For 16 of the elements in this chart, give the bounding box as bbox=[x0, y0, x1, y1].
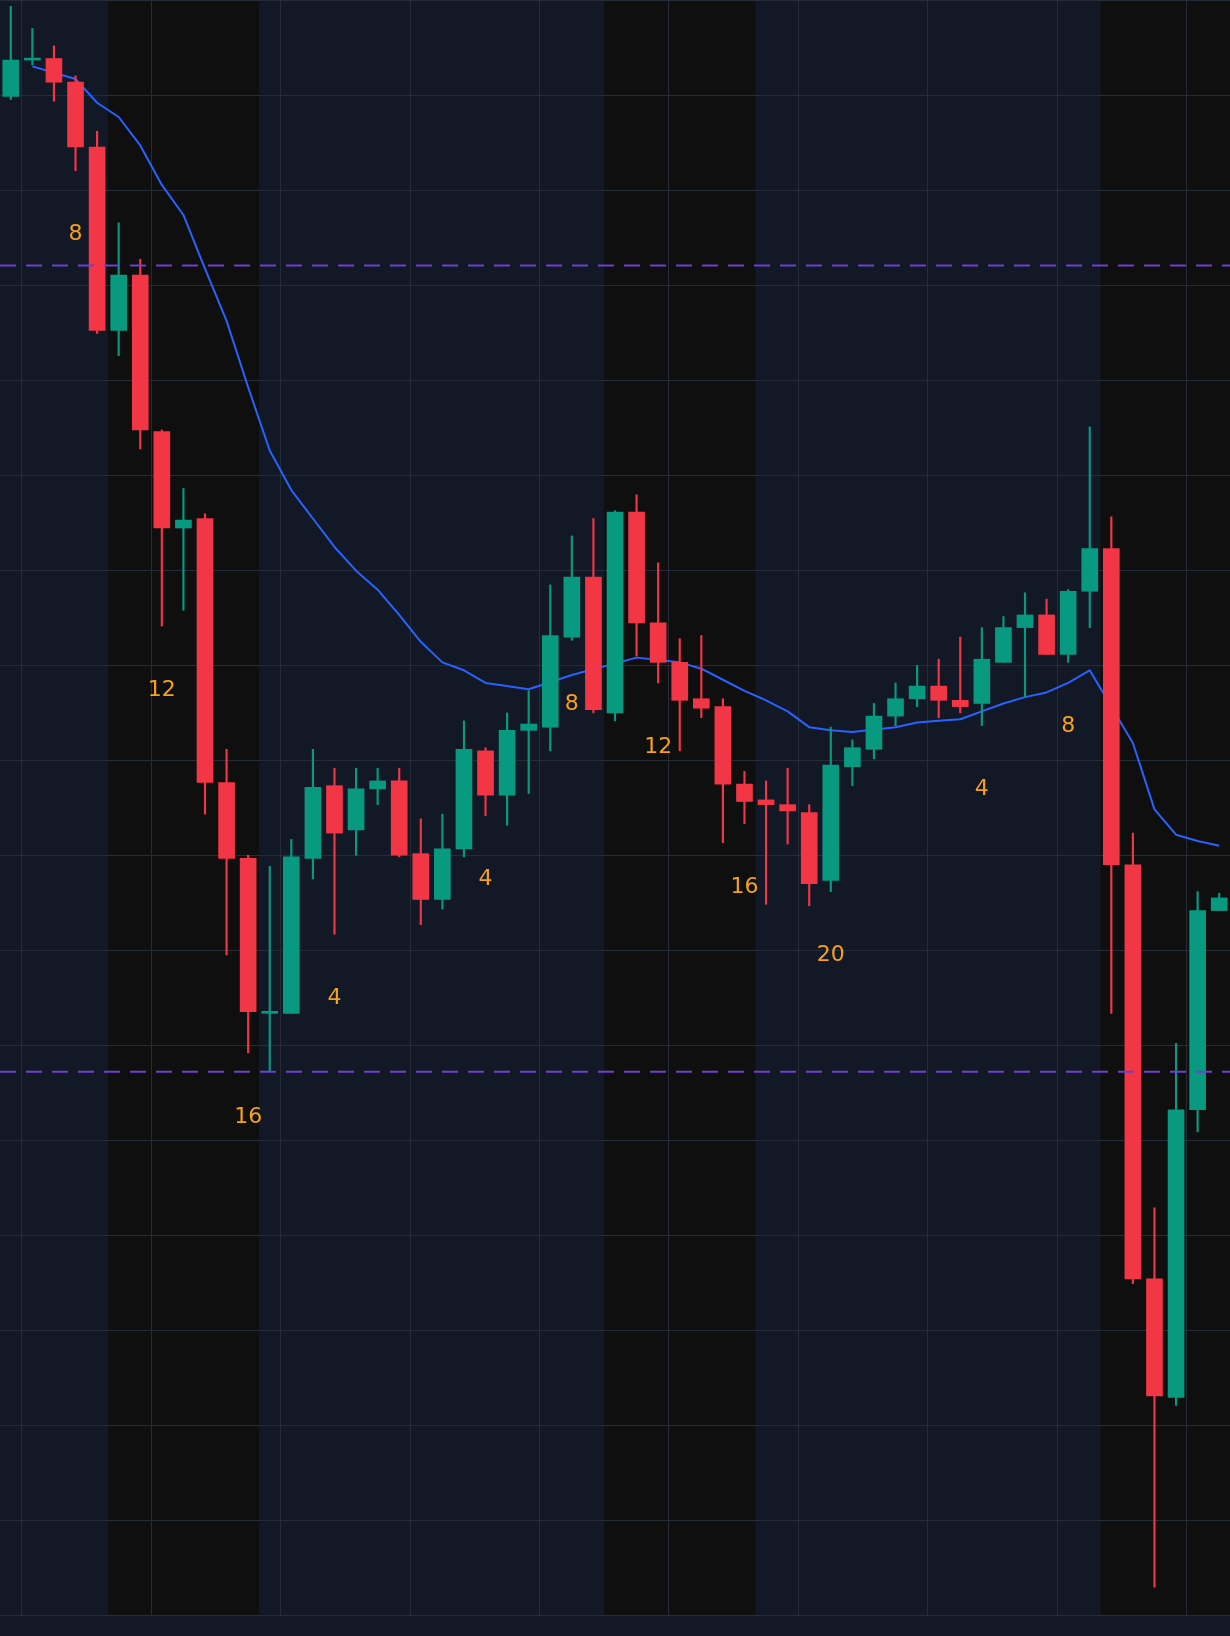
candlestick bbox=[736, 771, 753, 824]
text: 8 bbox=[68, 220, 83, 246]
candlestick bbox=[261, 865, 279, 1073]
text: 16 bbox=[730, 873, 759, 899]
candlestick bbox=[175, 488, 192, 611]
text: 4 bbox=[327, 983, 342, 1009]
text: 12 bbox=[644, 732, 673, 758]
candlestick bbox=[1146, 1207, 1163, 1588]
candlestick bbox=[326, 767, 343, 935]
text: 12 bbox=[147, 675, 176, 701]
text: 16 bbox=[234, 1102, 263, 1128]
text: 8 bbox=[1061, 712, 1076, 738]
text: 8 bbox=[564, 689, 579, 715]
text: 4 bbox=[974, 775, 989, 801]
text: 20 bbox=[816, 941, 845, 967]
text: 4 bbox=[478, 865, 493, 891]
